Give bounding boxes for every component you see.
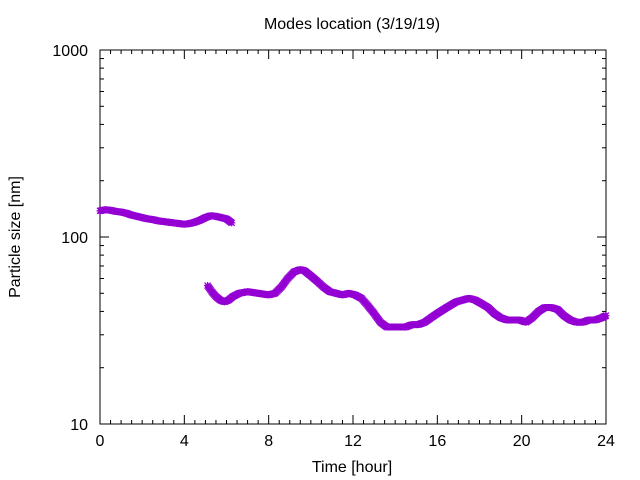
x-tick-label: 4 xyxy=(180,433,189,450)
data-points xyxy=(96,206,610,331)
y-tick-label: 1000 xyxy=(52,43,88,60)
x-tick-label: 8 xyxy=(264,433,273,450)
chart-title: Modes location (3/19/19) xyxy=(264,16,440,33)
y-axis-label: Particle size [nm] xyxy=(7,176,24,298)
x-tick-labels: 0 4 8 12 16 20 24 xyxy=(96,433,615,450)
y-tick-label: 100 xyxy=(61,230,88,247)
y-tick-labels: 10 100 1000 xyxy=(52,43,88,434)
y-tick-label: 10 xyxy=(70,417,88,434)
data-point xyxy=(602,312,610,320)
x-tick-label: 20 xyxy=(513,433,531,450)
axes-ticks xyxy=(99,49,607,425)
x-axis-label: Time [hour] xyxy=(312,459,392,476)
x-tick-label: 0 xyxy=(96,433,105,450)
x-tick-label: 16 xyxy=(428,433,446,450)
x-tick-label: 12 xyxy=(344,433,362,450)
plot-frame xyxy=(99,49,607,425)
data-point xyxy=(228,219,236,227)
x-tick-label: 24 xyxy=(597,433,615,450)
